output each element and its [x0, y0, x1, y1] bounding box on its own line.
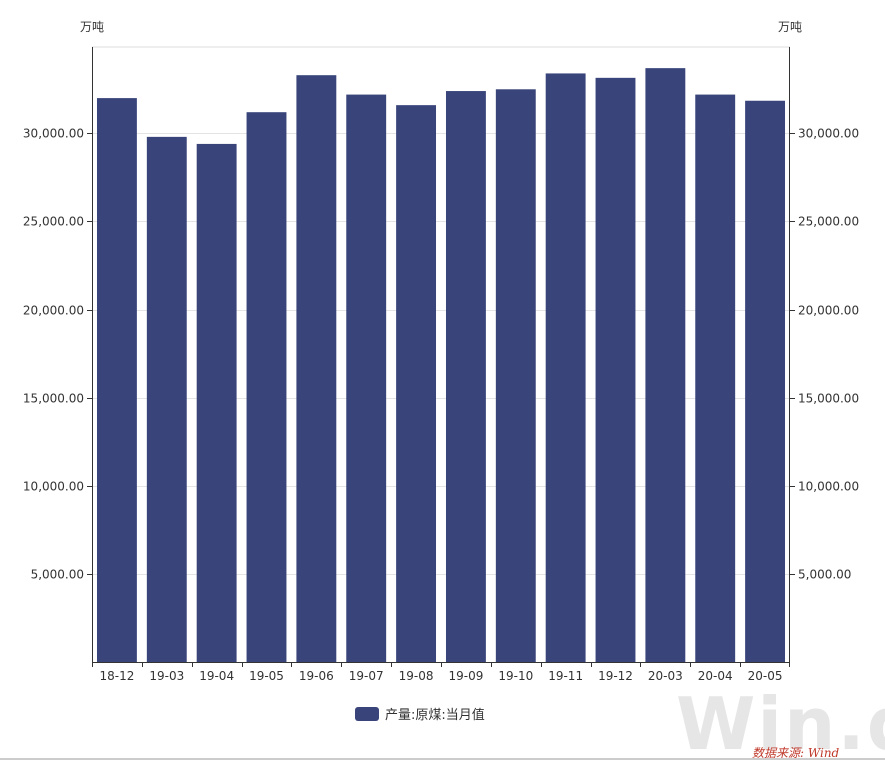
wind-watermark: Win.d: [676, 682, 885, 766]
x-tick-label: 19-09: [448, 669, 483, 683]
x-tick-label: 19-05: [249, 669, 284, 683]
left-tick-label: 25,000.00: [23, 215, 84, 229]
left-tick-label: 5,000.00: [31, 568, 84, 582]
left-tick-label: 15,000.00: [23, 392, 84, 406]
x-tick-label: 20-05: [748, 669, 783, 683]
bar: [246, 112, 287, 663]
bar: [96, 98, 137, 662]
x-tick-label: 20-03: [648, 669, 683, 683]
x-tick-label: 19-03: [149, 669, 184, 683]
left-tick-label: 30,000.00: [23, 127, 84, 141]
x-tick-label: 19-08: [399, 669, 434, 683]
bar: [396, 105, 437, 663]
x-tick-label: 19-06: [299, 669, 334, 683]
bar: [445, 91, 486, 662]
left-tick-label: 20,000.00: [23, 304, 84, 318]
right-tick-label: 30,000.00: [798, 127, 859, 141]
right-tick-label: 15,000.00: [798, 392, 859, 406]
right-tick-label: 5,000.00: [798, 568, 851, 582]
right-tick-label: 20,000.00: [798, 304, 859, 318]
legend-swatch: [355, 706, 379, 721]
bar: [695, 94, 736, 662]
x-tick-label: 20-04: [698, 669, 733, 683]
data-source: 数据来源: Wind: [752, 746, 840, 760]
right-axis-unit: 万吨: [778, 20, 803, 34]
right-tick-label: 25,000.00: [798, 215, 859, 229]
bar: [645, 68, 686, 663]
x-tick-label: 19-04: [199, 669, 234, 683]
x-tick-label: 18-12: [99, 669, 134, 683]
bar: [146, 136, 187, 662]
x-tick-label: 19-11: [548, 669, 583, 683]
x-tick-label: 19-10: [498, 669, 533, 683]
bar: [196, 143, 237, 662]
bar: [745, 100, 786, 663]
x-tick-label: 19-07: [349, 669, 384, 683]
x-tick-label: 19-12: [598, 669, 633, 683]
left-tick-label: 10,000.00: [23, 480, 84, 494]
legend-label: 产量:原煤:当月值: [385, 708, 485, 723]
bar: [296, 75, 337, 663]
legend[interactable]: 产量:原煤:当月值: [355, 704, 485, 723]
bar: [346, 94, 387, 662]
bar: [545, 73, 586, 662]
bottom-divider: [0, 758, 885, 760]
right-tick-label: 10,000.00: [798, 480, 859, 494]
left-axis-unit: 万吨: [80, 20, 105, 34]
bar: [595, 77, 636, 662]
bar: [495, 89, 536, 663]
bar-chart: 5,000.00 5,000.00 10,000.00 10,000.00 15,000…: [23, 46, 859, 683]
